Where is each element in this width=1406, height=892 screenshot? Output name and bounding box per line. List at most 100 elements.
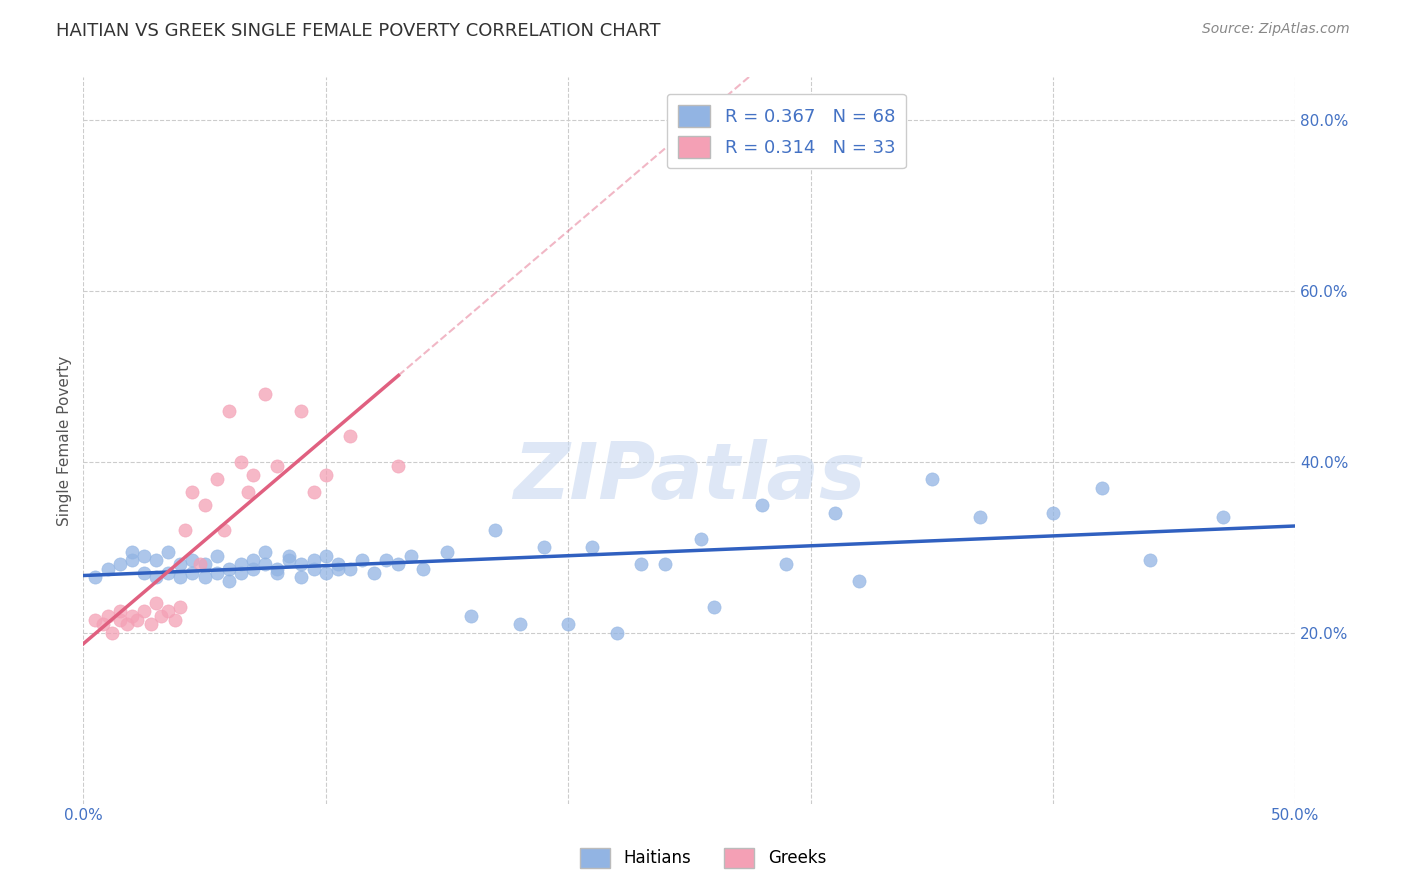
Point xyxy=(229,455,252,469)
Point xyxy=(157,604,180,618)
Point xyxy=(266,459,288,474)
Point xyxy=(326,558,349,572)
Point xyxy=(266,562,288,576)
Point xyxy=(91,617,114,632)
Point xyxy=(229,558,252,572)
Point xyxy=(125,613,148,627)
Point xyxy=(205,566,228,580)
Point xyxy=(141,617,163,632)
Point xyxy=(1212,510,1234,524)
Point xyxy=(302,484,325,499)
Point xyxy=(751,498,773,512)
Point xyxy=(775,558,797,572)
Point xyxy=(121,608,143,623)
Point xyxy=(278,553,301,567)
Point xyxy=(101,625,124,640)
Point xyxy=(315,566,337,580)
Y-axis label: Single Female Poverty: Single Female Poverty xyxy=(58,355,72,525)
Point xyxy=(121,553,143,567)
Point xyxy=(824,506,846,520)
Point xyxy=(1042,506,1064,520)
Point xyxy=(484,523,506,537)
Point xyxy=(339,429,361,443)
Point xyxy=(132,566,155,580)
Point xyxy=(399,549,422,563)
Point xyxy=(630,558,652,572)
Point xyxy=(157,544,180,558)
Point xyxy=(848,574,870,589)
Point xyxy=(315,467,337,482)
Point xyxy=(149,608,172,623)
Point xyxy=(339,562,361,576)
Point xyxy=(278,549,301,563)
Point xyxy=(84,570,107,584)
Text: ZIPatlas: ZIPatlas xyxy=(513,439,866,515)
Point xyxy=(205,549,228,563)
Point xyxy=(266,566,288,580)
Point xyxy=(108,558,131,572)
Point xyxy=(460,608,482,623)
Point xyxy=(1090,481,1112,495)
Point xyxy=(193,498,215,512)
Point xyxy=(145,570,167,584)
Point xyxy=(302,562,325,576)
Point xyxy=(96,562,118,576)
Point xyxy=(387,558,409,572)
Point xyxy=(969,510,991,524)
Point xyxy=(96,608,118,623)
Point xyxy=(387,459,409,474)
Point xyxy=(145,553,167,567)
Point xyxy=(181,553,204,567)
Point xyxy=(157,566,180,580)
Text: Source: ZipAtlas.com: Source: ZipAtlas.com xyxy=(1202,22,1350,37)
Point xyxy=(375,553,398,567)
Point xyxy=(236,484,259,499)
Point xyxy=(703,600,725,615)
Point xyxy=(509,617,531,632)
Point xyxy=(115,617,138,632)
Point xyxy=(205,472,228,486)
Point xyxy=(581,541,603,555)
Point xyxy=(654,558,676,572)
Point xyxy=(412,562,434,576)
Point xyxy=(363,566,385,580)
Point xyxy=(132,549,155,563)
Point xyxy=(557,617,579,632)
Point xyxy=(188,558,211,572)
Point xyxy=(290,403,312,417)
Point xyxy=(436,544,458,558)
Text: HAITIAN VS GREEK SINGLE FEMALE POVERTY CORRELATION CHART: HAITIAN VS GREEK SINGLE FEMALE POVERTY C… xyxy=(56,22,661,40)
Point xyxy=(145,596,167,610)
Point xyxy=(169,570,191,584)
Point xyxy=(193,570,215,584)
Point xyxy=(181,566,204,580)
Point xyxy=(174,523,197,537)
Point xyxy=(169,600,191,615)
Point xyxy=(84,613,107,627)
Point xyxy=(352,553,374,567)
Point xyxy=(302,553,325,567)
Point xyxy=(165,613,187,627)
Point xyxy=(315,549,337,563)
Point xyxy=(1139,553,1161,567)
Point xyxy=(218,574,240,589)
Point xyxy=(290,558,312,572)
Point xyxy=(290,570,312,584)
Point xyxy=(218,562,240,576)
Point xyxy=(229,566,252,580)
Point xyxy=(193,558,215,572)
Point xyxy=(108,604,131,618)
Point xyxy=(242,553,264,567)
Legend: R = 0.367   N = 68, R = 0.314   N = 33: R = 0.367 N = 68, R = 0.314 N = 33 xyxy=(666,94,905,169)
Point xyxy=(242,467,264,482)
Point xyxy=(132,604,155,618)
Point xyxy=(212,523,235,537)
Point xyxy=(690,532,713,546)
Point xyxy=(108,613,131,627)
Point xyxy=(242,562,264,576)
Point xyxy=(121,544,143,558)
Point xyxy=(326,562,349,576)
Point xyxy=(606,625,628,640)
Point xyxy=(533,541,555,555)
Legend: Haitians, Greeks: Haitians, Greeks xyxy=(574,841,832,875)
